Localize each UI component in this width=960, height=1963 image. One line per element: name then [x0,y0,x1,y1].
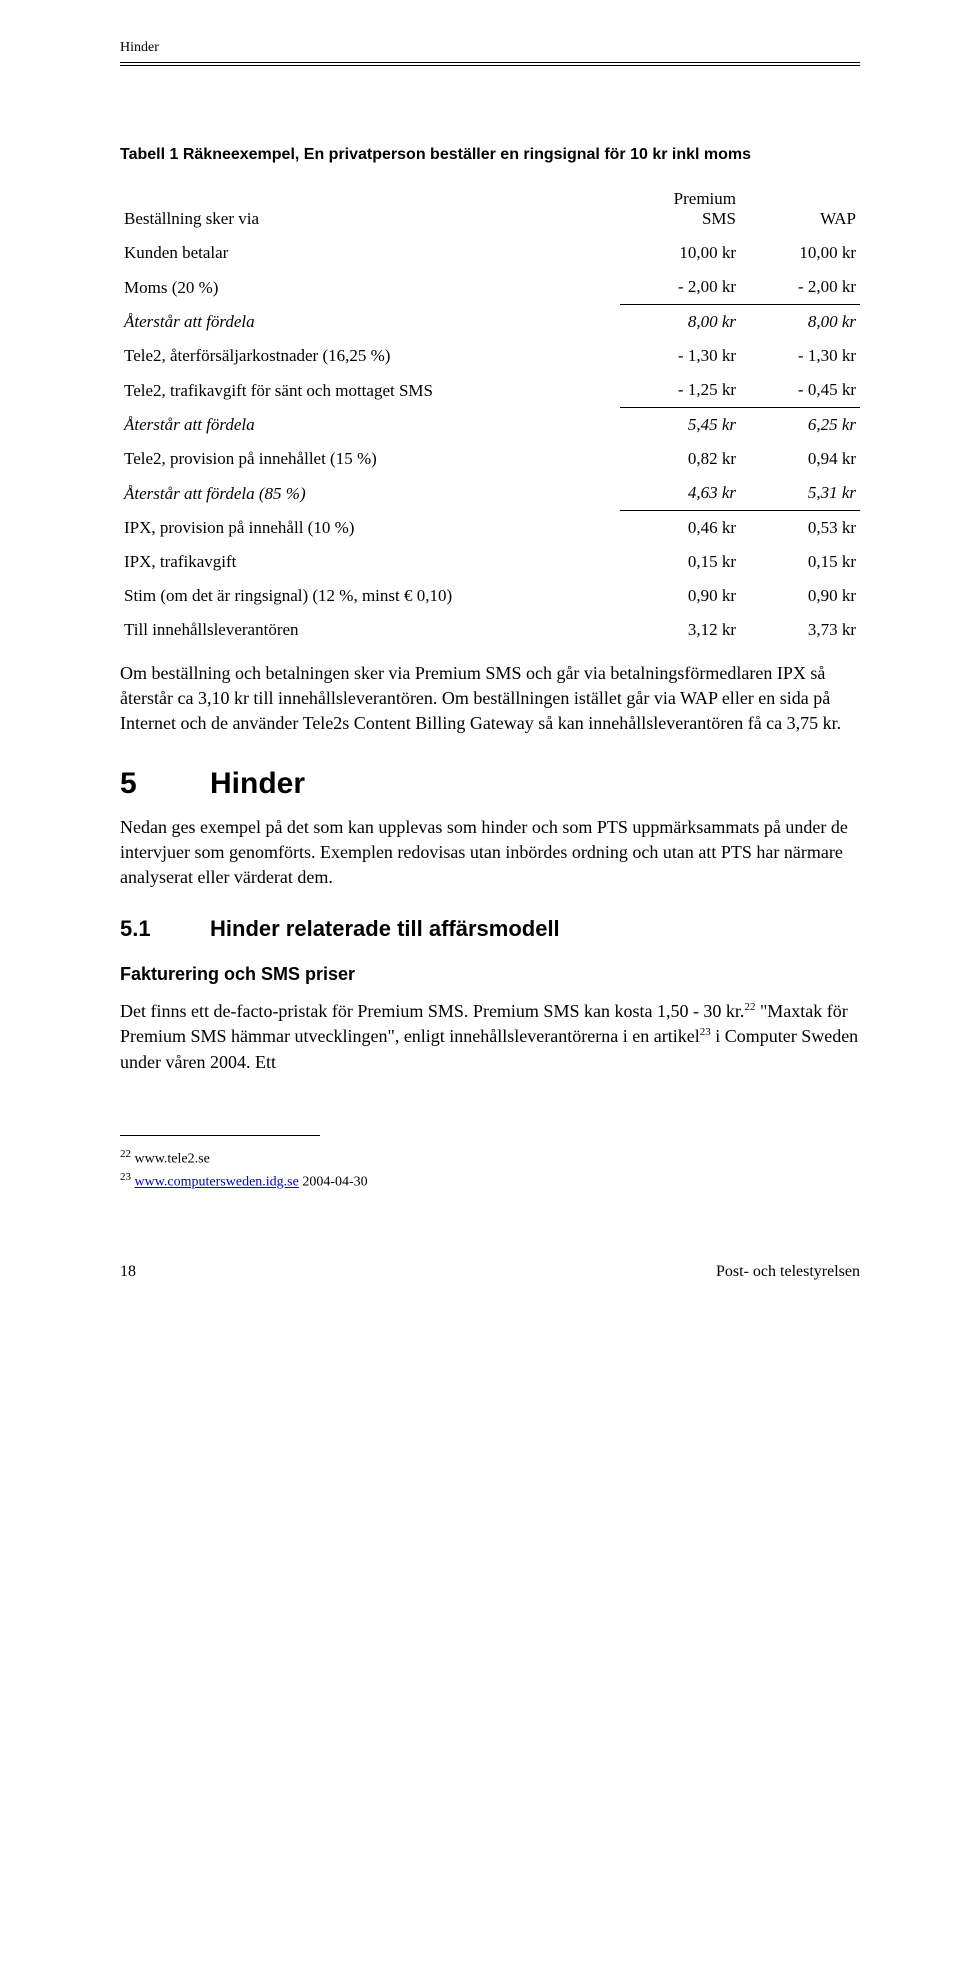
table-row-col2: 0,53 kr [740,511,860,546]
table-row-label: Återstår att fördela [120,408,620,443]
table-row-col1: 0,90 kr [620,579,740,613]
table-row-col2: 6,25 kr [740,408,860,443]
table-row-label: IPX, provision på innehåll (10 %) [120,511,620,546]
section-title: Hinder [210,767,305,800]
table-row-col1: - 1,30 kr [620,339,740,373]
section-intro-paragraph: Nedan ges exempel på det som kan uppleva… [120,815,860,891]
table-row-col2: 0,94 kr [740,442,860,476]
table-row-col1: 0,15 kr [620,545,740,579]
subsection-heading: 5.1Hinder relaterade till affärsmodell [120,916,860,942]
table-row-col2: - 1,30 kr [740,339,860,373]
header-rule [120,62,860,66]
table-row-label: Moms (20 %) [120,270,620,305]
subsection-title: Hinder relaterade till affärsmodell [210,916,560,941]
table-head-label: Beställning sker via [120,182,620,236]
table-row-col2: - 0,45 kr [740,373,860,408]
footnote-ref-22: 22 [744,1001,755,1013]
footnote-22-text: www.tele2.se [131,1151,210,1166]
table-caption: Tabell 1 Räkneexempel, En privatperson b… [120,146,860,164]
table-row-label: Återstår att fördela (85 %) [120,476,620,511]
table-row-col2: 3,73 kr [740,613,860,647]
page-number: 18 [120,1263,136,1281]
footnote-23-text: 2004-04-30 [299,1175,368,1190]
table-row-label: Stim (om det är ringsignal) (12 %, minst… [120,579,620,613]
table-row-col1: 10,00 kr [620,236,740,270]
body-paragraph: Det finns ett de-facto-pristak för Premi… [120,999,860,1075]
table-row-col2: 5,31 kr [740,476,860,511]
table-row-label: Tele2, trafikavgift för sänt och mottage… [120,373,620,408]
runin-heading: Fakturering och SMS priser [120,964,860,985]
footer-org: Post- och telestyrelsen [716,1263,860,1281]
table-row-label: Återstår att fördela [120,305,620,340]
footnote-ref-23: 23 [700,1026,711,1038]
calculation-table: Beställning sker viaPremiumSMSWAP Kunden … [120,182,860,647]
table-row-col2: 0,15 kr [740,545,860,579]
para3-pre: Det finns ett de-facto-pristak för Premi… [120,1001,744,1021]
table-row-label: Till innehållsleverantören [120,613,620,647]
footnote-separator [120,1135,320,1136]
table-row-col1: - 2,00 kr [620,270,740,305]
table-head-col1: PremiumSMS [620,182,740,236]
table-row-col1: 0,82 kr [620,442,740,476]
table-row-col1: 8,00 kr [620,305,740,340]
table-head-col2: WAP [740,182,860,236]
table-row-col1: 5,45 kr [620,408,740,443]
section-number: 5 [120,767,210,801]
page-footer: 18 Post- och telestyrelsen [120,1263,860,1281]
running-head: Hinder [120,40,860,56]
table-row-col1: 3,12 kr [620,613,740,647]
table-row-col2: - 2,00 kr [740,270,860,305]
footnote-23-num: 23 [120,1171,131,1183]
table-row-label: IPX, trafikavgift [120,545,620,579]
table-row-col2: 10,00 kr [740,236,860,270]
footnote-23-link[interactable]: www.computersweden.idg.se [135,1175,299,1190]
table-row-col1: 4,63 kr [620,476,740,511]
table-row-col1: - 1,25 kr [620,373,740,408]
section-heading: 5Hinder [120,767,860,801]
subsection-number: 5.1 [120,916,210,942]
table-row-label: Kunden betalar [120,236,620,270]
footnote-22: 22 www.tele2.se [120,1146,860,1170]
footnote-22-num: 22 [120,1148,131,1160]
table-row-col2: 8,00 kr [740,305,860,340]
footnote-list: 22 www.tele2.se 23 www.computersweden.id… [120,1146,860,1193]
table-row-label: Tele2, provision på innehållet (15 %) [120,442,620,476]
table-row-col1: 0,46 kr [620,511,740,546]
paragraph-after-table: Om beställning och betalningen sker via … [120,661,860,737]
table-row-col2: 0,90 kr [740,579,860,613]
table-row-label: Tele2, återförsäljarkostnader (16,25 %) [120,339,620,373]
footnote-23: 23 www.computersweden.idg.se 2004-04-30 [120,1169,860,1193]
